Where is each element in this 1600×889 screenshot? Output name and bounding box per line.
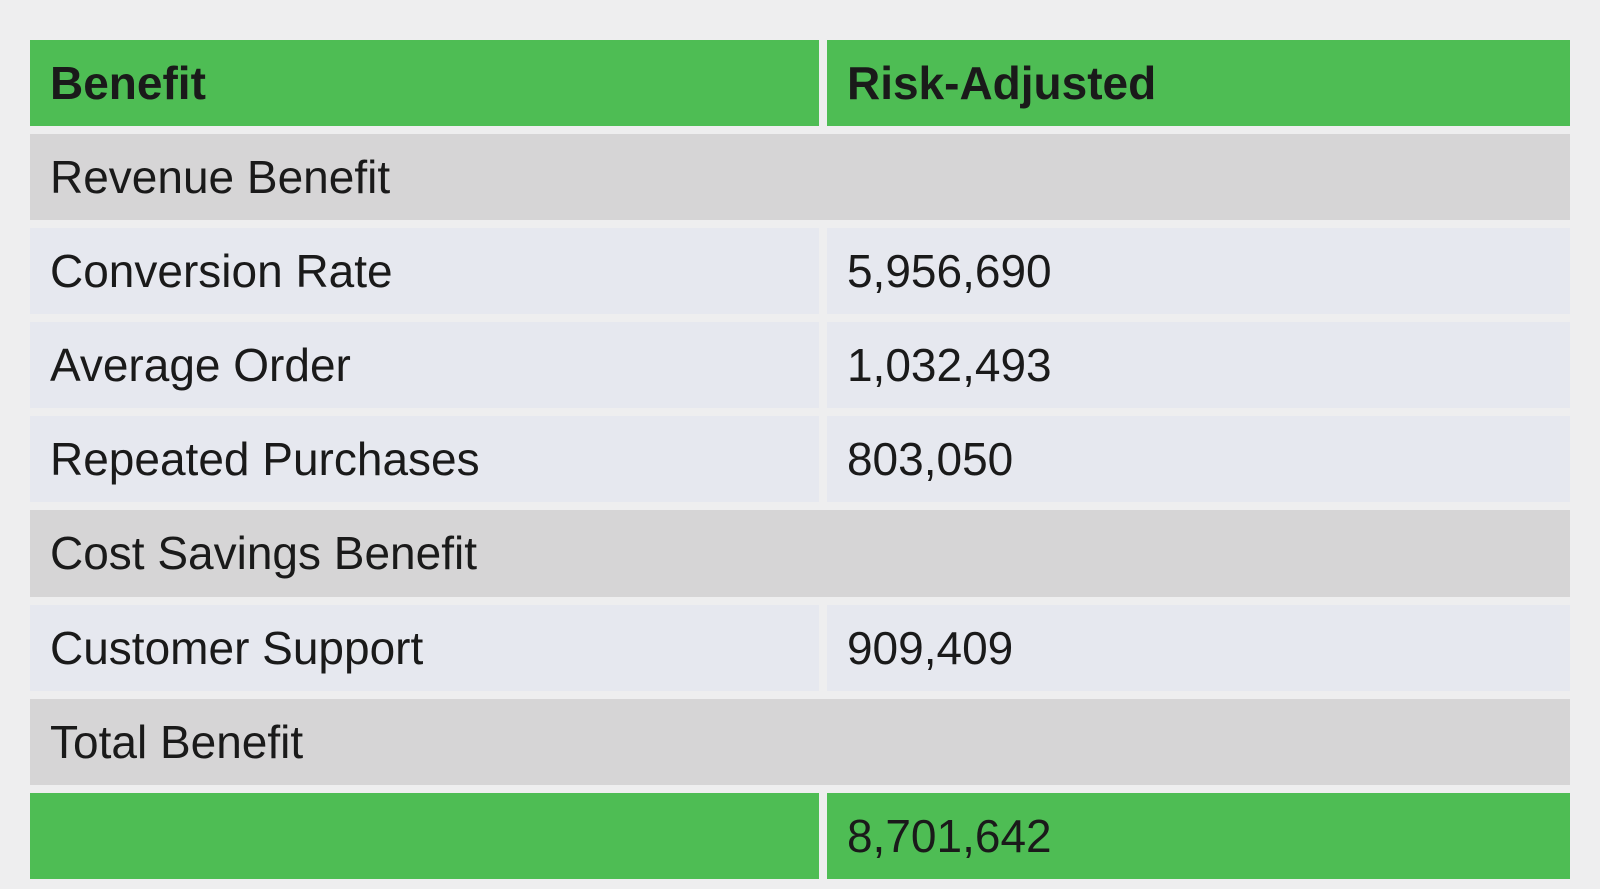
- total-value: 8,701,642: [827, 793, 1570, 879]
- cell-value: 1,032,493: [827, 322, 1570, 408]
- cell-label: Repeated Purchases: [30, 416, 819, 502]
- total-row: 8,701,642: [30, 793, 1570, 879]
- total-label: [30, 793, 819, 879]
- cell-label: Conversion Rate: [30, 228, 819, 314]
- section-row-revenue-benefit: Revenue Benefit: [30, 134, 1570, 220]
- table-header-row: Benefit Risk-Adjusted: [30, 40, 1570, 126]
- table-row: Average Order 1,032,493: [30, 322, 1570, 408]
- cell-label: Average Order: [30, 322, 819, 408]
- column-header-benefit: Benefit: [30, 40, 819, 126]
- table-row: Customer Support 909,409: [30, 605, 1570, 691]
- table-row: Repeated Purchases 803,050: [30, 416, 1570, 502]
- column-header-risk-adjusted: Risk-Adjusted: [827, 40, 1570, 126]
- section-row-total-benefit: Total Benefit: [30, 699, 1570, 785]
- cell-label: Customer Support: [30, 605, 819, 691]
- section-label: Cost Savings Benefit: [30, 510, 1570, 596]
- benefit-table: Benefit Risk-Adjusted Revenue Benefit Co…: [22, 32, 1578, 887]
- cell-value: 5,956,690: [827, 228, 1570, 314]
- section-label: Total Benefit: [30, 699, 1570, 785]
- cell-value: 803,050: [827, 416, 1570, 502]
- cell-value: 909,409: [827, 605, 1570, 691]
- section-row-cost-savings: Cost Savings Benefit: [30, 510, 1570, 596]
- section-label: Revenue Benefit: [30, 134, 1570, 220]
- table-row: Conversion Rate 5,956,690: [30, 228, 1570, 314]
